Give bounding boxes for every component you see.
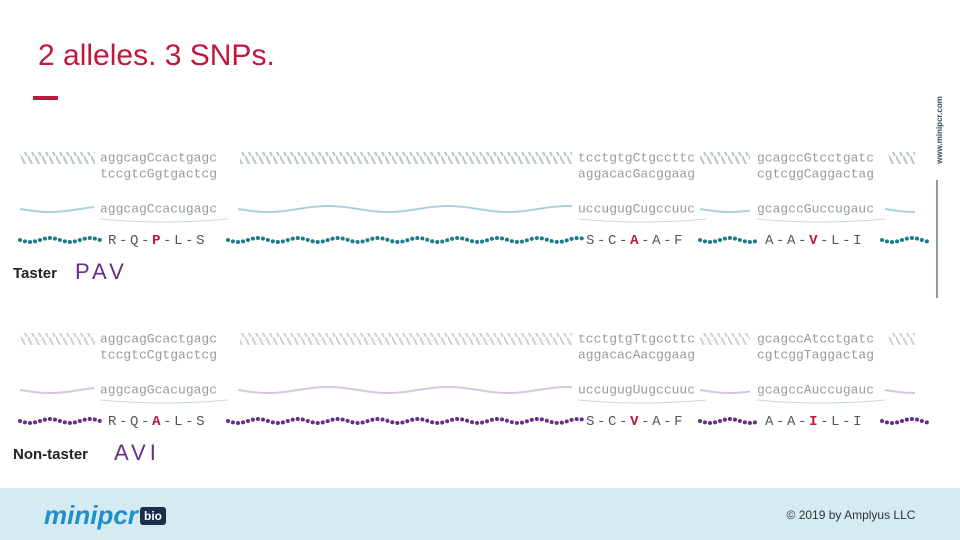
logo-badge: bio — [144, 509, 162, 523]
dna-top: aggcagCcactgagc — [100, 150, 217, 165]
codon-brackets — [99, 218, 229, 223]
dna-strand — [888, 333, 915, 345]
mrna-strand — [237, 205, 573, 213]
protein: R-Q-A-L-S — [108, 414, 207, 430]
logo: minipcr — [44, 500, 140, 530]
copyright: © 2019 by Amplyus LLC — [787, 508, 916, 522]
mrna: gcagccGuccugauc — [757, 201, 874, 216]
protein-chain — [226, 416, 584, 426]
dna-top: tcctgtgTtgccttc — [578, 331, 695, 346]
codon-brackets — [99, 399, 229, 404]
codon-brackets — [577, 399, 707, 404]
dna-bottom: aggacacGacggaag — [578, 166, 695, 181]
codon-brackets — [756, 399, 886, 404]
mrna: uccugugCugccuuc — [578, 201, 695, 216]
dna-bottom: aggacacAacggaag — [578, 347, 695, 362]
dna-top: aggcagGcactgagc — [100, 331, 217, 346]
mrna: gcagccAuccugauc — [757, 382, 874, 397]
dna-top: gcagccAtcctgatc — [757, 331, 874, 346]
mrna-strand — [884, 208, 915, 213]
dna-top: gcagccGtcctgatc — [757, 150, 874, 165]
mrna: aggcagCcacugagc — [100, 201, 217, 216]
haplotype: PAV — [75, 259, 128, 284]
protein-chain — [698, 416, 760, 426]
dna-bottom: cgtcggCaggactag — [757, 166, 874, 181]
title-accent — [33, 96, 58, 100]
dna-strand — [20, 333, 95, 345]
mrna: uccugugUugccuuc — [578, 382, 695, 397]
mrna-strand — [19, 206, 95, 213]
mrna-strand — [19, 387, 95, 394]
codon-brackets — [756, 218, 886, 223]
mrna-strand — [699, 389, 751, 394]
dna-strand — [888, 152, 915, 164]
protein-chain — [880, 235, 932, 245]
dna-strand — [700, 152, 750, 164]
protein: S-C-A-A-F — [586, 233, 685, 249]
protein-chain — [698, 235, 760, 245]
dna-strand — [240, 152, 572, 164]
title: 2 alleles. 3 SNPs. — [38, 39, 275, 72]
dna-strand — [700, 333, 750, 345]
mrna-strand — [699, 208, 751, 213]
dna-strand — [240, 333, 572, 345]
codon-brackets — [577, 218, 707, 223]
dna-bottom: tccgtcCgtgactcg — [100, 347, 217, 362]
website: www.minipcr.com — [935, 96, 944, 165]
dna-bottom: cgtcggTaggactag — [757, 347, 874, 362]
protein: R-Q-P-L-S — [108, 233, 207, 249]
mrna-strand — [884, 389, 915, 394]
dna-bottom: tccgtcGgtgactcg — [100, 166, 217, 181]
protein: A-A-V-L-I — [765, 233, 864, 249]
allele-label: Non-taster — [13, 446, 88, 463]
dna-strand — [20, 152, 95, 164]
protein-chain — [18, 416, 106, 426]
protein: S-C-V-A-F — [586, 414, 685, 430]
logo-badge-box — [140, 507, 166, 525]
protein-chain — [18, 235, 106, 245]
protein-chain — [226, 235, 584, 245]
protein-chain — [880, 416, 932, 426]
protein: A-A-I-L-I — [765, 414, 864, 430]
dna-top: tcctgtgCtgccttc — [578, 150, 695, 165]
allele-label: Taster — [13, 265, 57, 282]
mrna-strand — [237, 386, 573, 394]
mrna: aggcagGcacugagc — [100, 382, 217, 397]
haplotype: AVI — [114, 440, 160, 465]
